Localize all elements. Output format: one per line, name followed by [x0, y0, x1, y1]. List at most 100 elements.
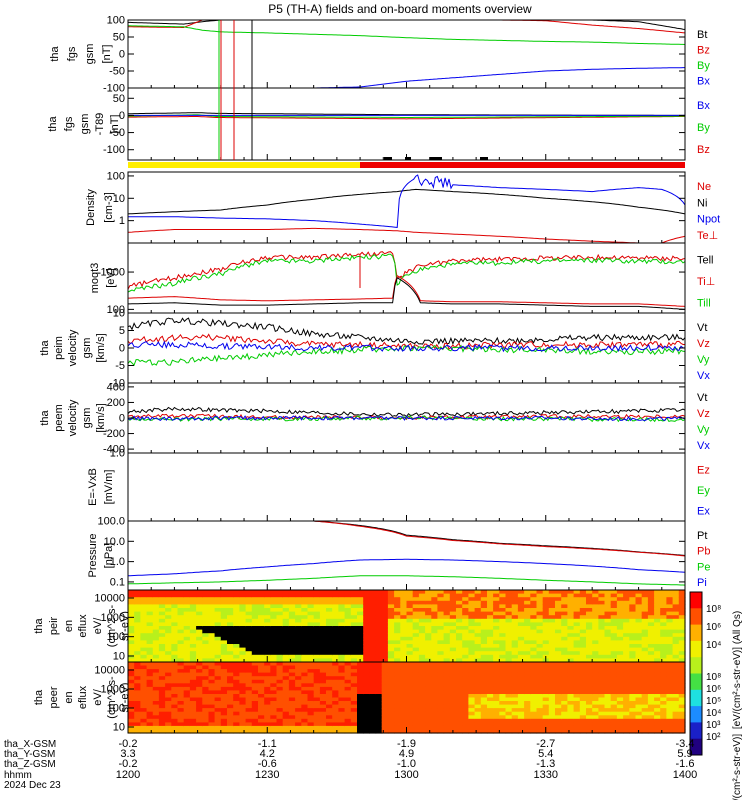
panel-pv: tha peim velocity gsm [km/s]1050-5-10VtVzVyV… — [39, 308, 710, 390]
heatmap-cell — [326, 672, 333, 677]
heatmap-cell — [654, 694, 661, 699]
heatmap-cell — [189, 725, 197, 730]
heatmap-cell — [264, 608, 271, 613]
heatmap-cell — [480, 600, 488, 605]
heatmap-cell — [140, 683, 148, 688]
heatmap-cell — [610, 676, 618, 681]
heatmap-cell — [672, 647, 680, 652]
heatmap-cell — [548, 636, 556, 641]
heatmap-cell — [177, 718, 185, 723]
heatmap-cell — [548, 711, 556, 716]
heatmap-cell — [146, 647, 154, 652]
heatmap-cell — [437, 694, 445, 699]
heatmap-cell — [561, 597, 568, 602]
heatmap-cell — [530, 590, 538, 595]
heatmap-cell — [623, 615, 630, 620]
heatmap-cell — [387, 690, 395, 695]
heatmap-cell — [264, 679, 271, 684]
heatmap-cell — [220, 590, 228, 595]
legend-pressure-Pt: Pt — [697, 530, 707, 542]
mode-bar-mark — [405, 157, 411, 160]
heatmap-cell — [208, 708, 216, 713]
heatmap-cell — [394, 665, 401, 670]
heatmap-cell — [610, 640, 618, 645]
heatmap-cell — [654, 622, 661, 627]
heatmap-cell — [295, 690, 302, 695]
heatmap-cell — [462, 662, 469, 667]
heatmap-cell — [616, 722, 624, 727]
heatmap-cell — [338, 647, 346, 652]
heatmap-cell — [641, 729, 649, 734]
heatmap-cell — [548, 701, 556, 706]
heatmap-cell — [418, 629, 426, 634]
heatmap-cell — [635, 640, 643, 645]
heatmap-cell — [555, 694, 562, 699]
heatmap-cell — [214, 651, 222, 656]
heatmap-cell — [233, 618, 240, 623]
heatmap-cell — [350, 644, 358, 649]
heatmap-cell — [555, 672, 562, 677]
heatmap-cell — [567, 729, 575, 734]
heatmap-cell — [128, 622, 135, 627]
heatmap-cell — [276, 611, 284, 616]
heatmap-cell — [449, 690, 457, 695]
heatmap-cell — [641, 629, 649, 634]
heatmap-cell — [480, 683, 488, 688]
heatmap-cell — [456, 600, 463, 605]
heatmap-cell — [375, 715, 383, 720]
heatmap-cell — [635, 615, 643, 620]
heatmap-cell — [319, 672, 327, 677]
heatmap-cell — [276, 711, 284, 716]
heatmap-cell — [134, 593, 141, 598]
heatmap-cell — [165, 647, 172, 652]
heatmap-cell — [536, 647, 544, 652]
heatmap-cell — [437, 690, 445, 695]
heatmap-cell — [623, 604, 630, 609]
legend-ev-Vx: Vx — [697, 440, 710, 452]
heatmap-cell — [567, 704, 575, 709]
heatmap-cell — [258, 593, 265, 598]
heatmap-cell — [449, 654, 457, 659]
heatmap-cell — [505, 704, 513, 709]
heatmap-cell — [171, 597, 179, 602]
heatmap-cell — [425, 683, 432, 688]
heatmap-cell — [548, 683, 556, 688]
heatmap-cell — [542, 662, 550, 667]
heatmap-cell — [412, 701, 420, 706]
heatmap-cell — [152, 701, 160, 706]
heatmap-cell — [586, 665, 593, 670]
heatmap-cell — [295, 608, 302, 613]
heatmap-cell — [134, 651, 141, 656]
colorbar-segment — [690, 689, 702, 707]
heatmap-cell — [437, 636, 445, 641]
ylabel-fgs-line: tha — [49, 45, 61, 61]
heatmap-cell — [449, 651, 457, 656]
heatmap-cell — [616, 644, 624, 649]
heatmap-cell — [511, 690, 519, 695]
heatmap-cell — [363, 701, 370, 706]
heatmap-cell — [573, 683, 581, 688]
heatmap-cell — [598, 679, 606, 684]
heatmap-cell — [282, 676, 290, 681]
heatmap-cell — [227, 654, 234, 659]
heatmap-cell — [171, 665, 179, 670]
heatmap-cell — [443, 697, 451, 702]
heatmap-cell — [443, 651, 451, 656]
heatmap-cell — [530, 683, 538, 688]
heatmap-cell — [604, 676, 612, 681]
heatmap-cell — [573, 665, 581, 670]
heatmap-cell — [499, 600, 507, 605]
heatmap-cell — [586, 600, 593, 605]
heatmap-cell — [517, 701, 525, 706]
heatmap-cell — [282, 697, 290, 702]
heatmap-cell — [369, 644, 377, 649]
heatmap-cell — [542, 590, 550, 595]
heatmap-cell — [220, 600, 228, 605]
heatmap-cell — [524, 658, 531, 663]
heatmap-cell — [369, 618, 377, 623]
heatmap-cell — [258, 629, 265, 634]
heatmap-cell — [239, 651, 247, 656]
heatmap-cell — [561, 600, 568, 605]
heatmap-cell — [536, 644, 544, 649]
heatmap-cell — [202, 662, 210, 667]
